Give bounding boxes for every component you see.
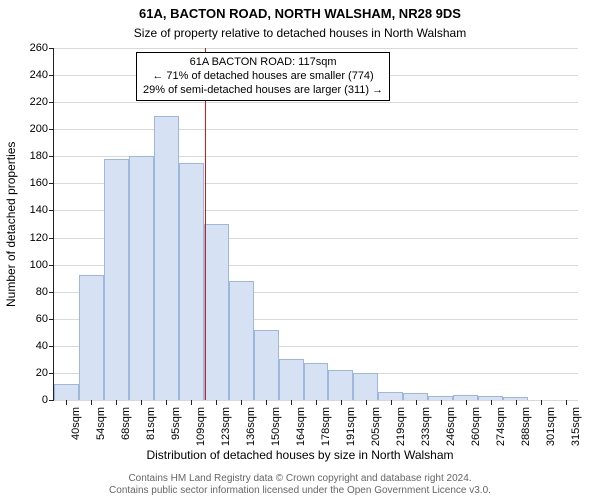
x-tick-label: 95sqm xyxy=(170,407,182,440)
chart-title: 61A, BACTON ROAD, NORTH WALSHAM, NR28 9D… xyxy=(0,6,600,21)
histogram-bar xyxy=(279,359,304,400)
x-tick-label: 68sqm xyxy=(120,407,132,440)
x-tick-label: 81sqm xyxy=(145,407,157,440)
histogram-bar xyxy=(353,373,378,400)
x-tick-label: 274sqm xyxy=(495,407,507,446)
y-tick-label: 200 xyxy=(0,123,48,135)
histogram-bar xyxy=(254,330,279,400)
x-tick-label: 40sqm xyxy=(70,407,82,440)
x-tick-label: 205sqm xyxy=(370,407,382,446)
y-tick-label: 80 xyxy=(0,286,48,298)
x-tick-label: 233sqm xyxy=(420,407,432,446)
callout-line: 61A BACTON ROAD: 117sqm xyxy=(143,56,383,70)
x-tick-label: 315sqm xyxy=(570,407,582,446)
y-tick-label: 140 xyxy=(0,204,48,216)
y-tick-label: 60 xyxy=(0,313,48,325)
callout-box: 61A BACTON ROAD: 117sqm← 71% of detached… xyxy=(136,52,390,101)
y-tick-label: 100 xyxy=(0,259,48,271)
histogram-bar xyxy=(104,159,129,400)
x-tick-label: 301sqm xyxy=(545,407,557,446)
x-tick-label: 246sqm xyxy=(445,407,457,446)
y-axis-label: Number of detached properties xyxy=(4,141,18,306)
gridline xyxy=(54,129,578,130)
y-tick-label: 180 xyxy=(0,150,48,162)
x-tick-label: 178sqm xyxy=(320,407,332,446)
x-axis-label: Distribution of detached houses by size … xyxy=(0,448,600,462)
y-tick-label: 40 xyxy=(0,340,48,352)
x-tick-label: 150sqm xyxy=(270,407,282,446)
histogram-bar xyxy=(204,224,229,400)
x-tick-label: 219sqm xyxy=(395,407,407,446)
histogram-bar xyxy=(378,392,403,400)
x-tick-label: 288sqm xyxy=(520,407,532,446)
attribution-line1: Contains HM Land Registry data © Crown c… xyxy=(128,473,471,484)
histogram-bar xyxy=(79,275,104,400)
chart-subtitle: Size of property relative to detached ho… xyxy=(0,26,600,40)
y-tick-label: 20 xyxy=(0,367,48,379)
histogram-bar xyxy=(54,384,79,400)
x-tick-label: 191sqm xyxy=(345,407,357,446)
histogram-bar xyxy=(403,393,428,400)
callout-line: 29% of semi-detached houses are larger (… xyxy=(143,84,383,98)
y-tick-label: 260 xyxy=(0,42,48,54)
histogram-bar xyxy=(328,370,353,400)
x-tick-label: 123sqm xyxy=(220,407,232,446)
y-tick-label: 220 xyxy=(0,96,48,108)
attribution: Contains HM Land Registry data © Crown c… xyxy=(0,473,600,497)
histogram-bar xyxy=(304,363,329,400)
x-tick-label: 109sqm xyxy=(195,407,207,446)
x-tick-label: 54sqm xyxy=(95,407,107,440)
attribution-line2: Contains public sector information licen… xyxy=(109,485,491,496)
y-tick-label: 240 xyxy=(0,69,48,81)
x-tick-label: 164sqm xyxy=(295,407,307,446)
histogram-bar xyxy=(179,163,204,400)
y-tick-label: 120 xyxy=(0,232,48,244)
histogram-bar xyxy=(229,281,254,400)
x-tick-label: 136sqm xyxy=(245,407,257,446)
y-tick-label: 160 xyxy=(0,177,48,189)
histogram-bar xyxy=(154,116,179,400)
histogram-bar xyxy=(129,156,154,400)
gridline xyxy=(54,48,578,49)
gridline xyxy=(54,102,578,103)
y-tick-label: 0 xyxy=(0,394,48,406)
x-tick-label: 260sqm xyxy=(470,407,482,446)
callout-line: ← 71% of detached houses are smaller (77… xyxy=(143,70,383,84)
